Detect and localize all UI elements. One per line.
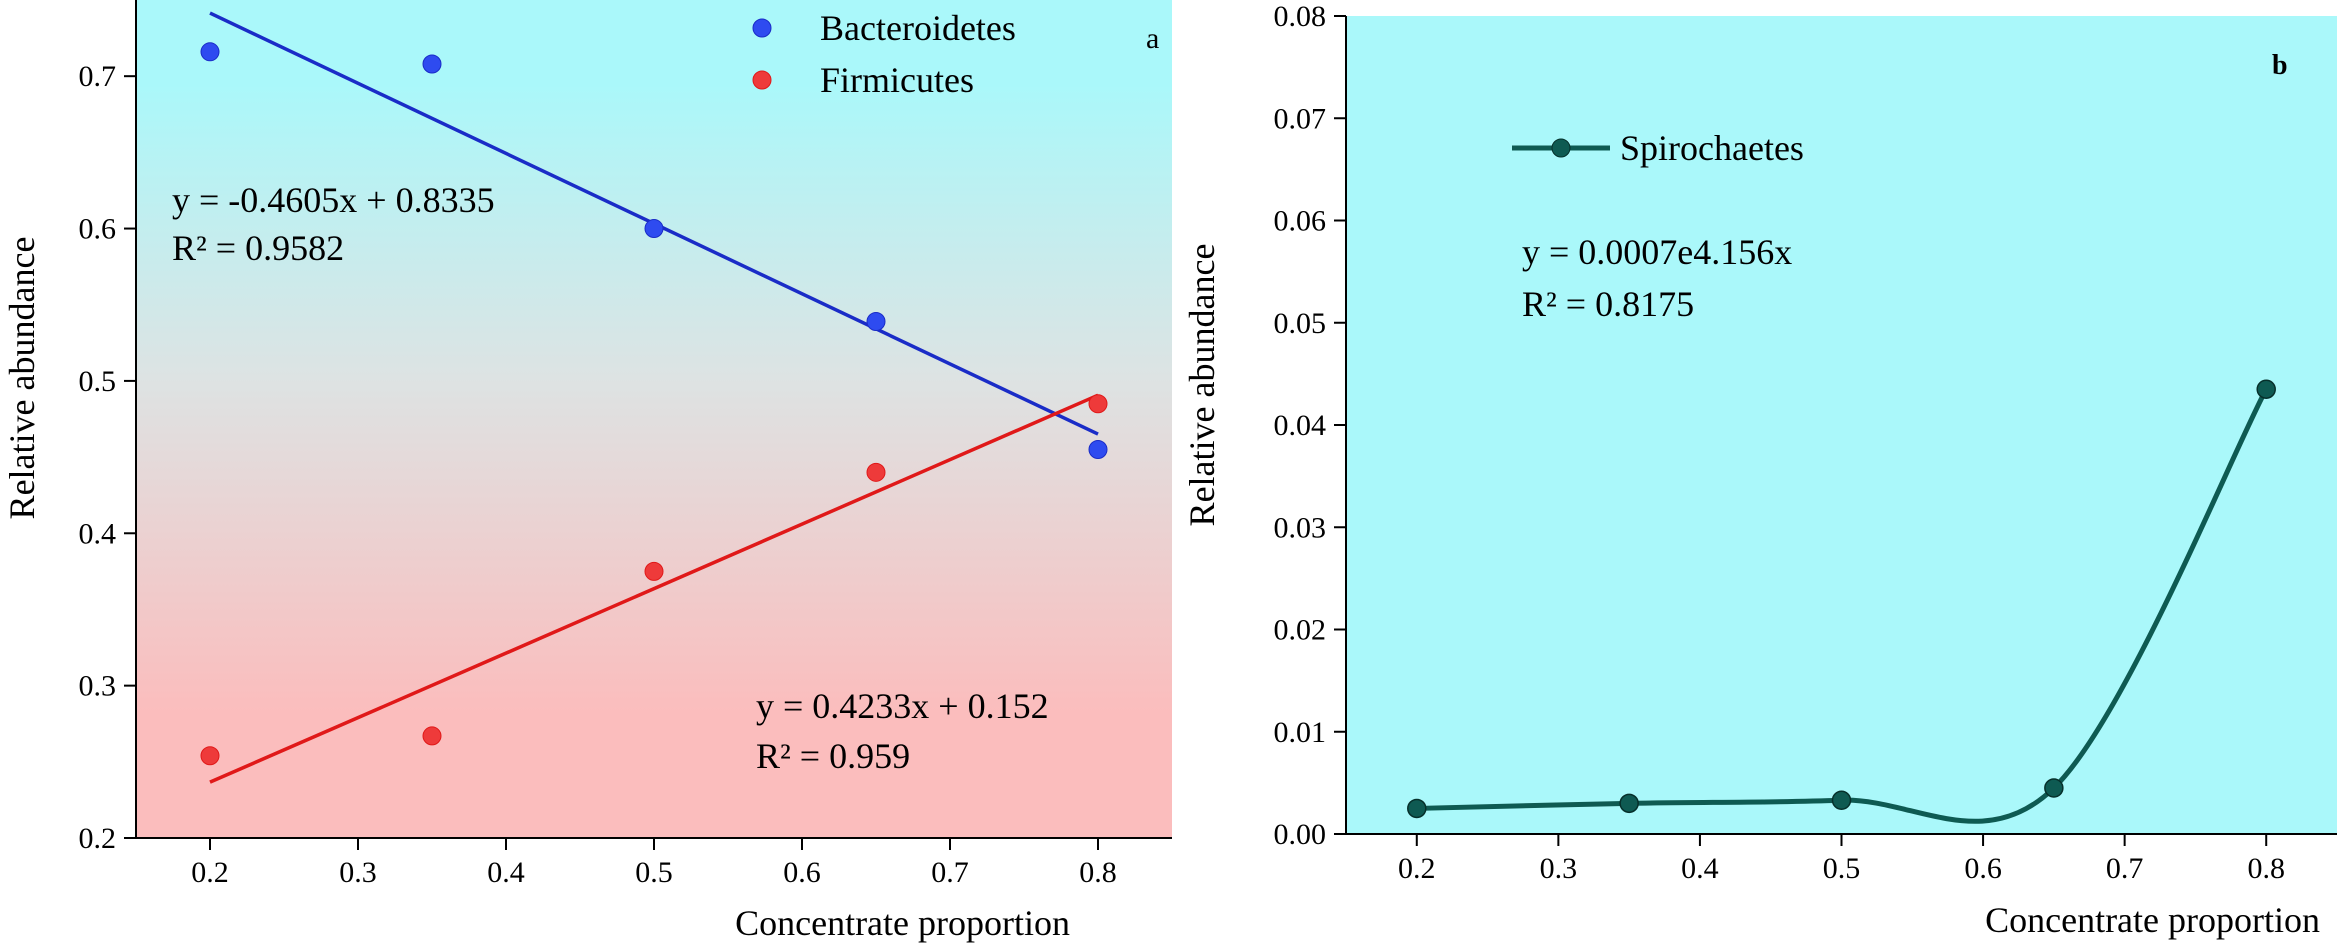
panel-b-x-tick-label: 0.2 xyxy=(1398,852,1436,885)
panel-b-x-axis-label: Concentrate proportion xyxy=(1985,900,2320,940)
point-spirochaetes xyxy=(1619,793,1639,814)
panel-a-plot-background xyxy=(136,0,1172,838)
panel-b-y-tick-label: 0.08 xyxy=(1274,0,1327,33)
point-spirochaetes xyxy=(2256,379,2276,399)
spirochaetes-curve xyxy=(1416,388,2269,824)
panel-a-y-tick-label: 0.7 xyxy=(79,60,117,93)
firmicutes-equation: y = 0.4233x + 0.152 xyxy=(756,686,1049,726)
panel-b-x-tick-label: 0.5 xyxy=(1823,852,1861,885)
fit-line-firmicutes xyxy=(209,393,1099,784)
panel-b-x-tick-label: 0.8 xyxy=(2247,852,2285,885)
panel-a-y-tick-label: 0.2 xyxy=(79,822,117,855)
point-firmicutes xyxy=(422,726,442,746)
panel-a-y-axis-label: Relative abundance xyxy=(2,237,42,520)
panel-a-x-tick-label: 0.5 xyxy=(635,856,673,889)
panel-a-legend: Bacteroidetes Firmicutes xyxy=(752,8,1016,100)
panel-a-x-tick-label: 0.3 xyxy=(339,856,377,889)
panel-b-plot-background xyxy=(1346,16,2337,834)
panel-b-y-tick-label: 0.06 xyxy=(1274,205,1327,238)
panel-b-y-tick-label: 0.07 xyxy=(1274,102,1327,135)
panel-b-letter: b xyxy=(2272,50,2288,81)
panel-b-x-tick-label: 0.6 xyxy=(1964,852,2002,885)
legend-label-firmicutes: Firmicutes xyxy=(820,60,974,100)
panel-a-y-tick-label: 0.4 xyxy=(79,517,117,550)
point-bacteroidetes xyxy=(644,219,664,239)
panel-a-x-tick-label: 0.2 xyxy=(191,856,229,889)
panel-b-y-tick-label: 0.04 xyxy=(1274,409,1327,442)
point-bacteroidetes xyxy=(200,42,220,62)
firmicutes-r2: R² = 0.959 xyxy=(756,736,910,776)
legend-marker-firmicutes xyxy=(752,70,772,90)
point-spirochaetes xyxy=(2044,778,2064,798)
legend-marker-spirochaetes xyxy=(1551,138,1571,158)
legend-label-spirochaetes: Spirochaetes xyxy=(1620,128,1804,168)
panel-a-x-tick-label: 0.7 xyxy=(931,856,969,889)
point-bacteroidetes xyxy=(422,54,442,74)
point-bacteroidetes xyxy=(866,311,886,331)
panel-a-letter: a xyxy=(1146,22,1159,55)
panel-b-x-tick-label: 0.4 xyxy=(1681,852,1719,885)
bacteroidetes-r2: R² = 0.9582 xyxy=(172,228,344,268)
panel-a-x-axis-label: Concentrate proportion xyxy=(735,903,1070,943)
panel-b-y-tick-label: 0.03 xyxy=(1274,511,1327,544)
point-spirochaetes xyxy=(1831,790,1852,811)
spirochaetes-equation: y = 0.0007e4.156x xyxy=(1522,232,1792,272)
panel-a-x-tick-label: 0.4 xyxy=(487,856,525,889)
legend-marker-bacteroidetes xyxy=(752,18,772,38)
panel-b-y-axis-label: Relative abundance xyxy=(1182,244,1222,527)
point-firmicutes xyxy=(200,746,220,766)
panel-b: 0.2 0.3 0.4 0.5 0.6 0.7 0.8 0.00 0.01 0.02 0.03 0.0… xyxy=(1182,0,2337,940)
panel-a: 0.2 0.3 0.4 0.5 0.6 0.7 0.80.20.30.40.50.60.7 … xyxy=(2,0,1172,943)
panel-a-y-tick-label: 0.6 xyxy=(79,213,117,246)
legend-label-bacteroidetes: Bacteroidetes xyxy=(820,8,1016,48)
point-firmicutes xyxy=(1088,394,1108,414)
panel-b-y-tick-label: 0.01 xyxy=(1274,716,1327,749)
panel-b-x-tick-label: 0.3 xyxy=(1540,852,1578,885)
panel-a-y-tick-label: 0.3 xyxy=(79,670,117,703)
spirochaetes-r2: R² = 0.8175 xyxy=(1522,284,1694,324)
point-bacteroidetes xyxy=(1088,439,1108,459)
bacteroidetes-equation: y = -0.4605x + 0.8335 xyxy=(172,180,495,220)
point-spirochaetes xyxy=(1407,798,1427,819)
panel-a-y-tick-label: 0.5 xyxy=(79,365,117,398)
panel-a-x-tick-label: 0.6 xyxy=(783,856,821,889)
panel-b-y-tick-label: 0.05 xyxy=(1274,307,1327,340)
panel-b-x-tick-label: 0.7 xyxy=(2106,852,2144,885)
panel-b-legend: Spirochaetes xyxy=(1512,128,1804,168)
panel-b-y-tick-label: 0.02 xyxy=(1274,614,1327,647)
panel-b-y-tick-label: 0.00 xyxy=(1274,818,1327,851)
point-firmicutes xyxy=(866,462,886,482)
panel-a-x-tick-label: 0.8 xyxy=(1079,856,1117,889)
point-firmicutes xyxy=(644,561,664,581)
